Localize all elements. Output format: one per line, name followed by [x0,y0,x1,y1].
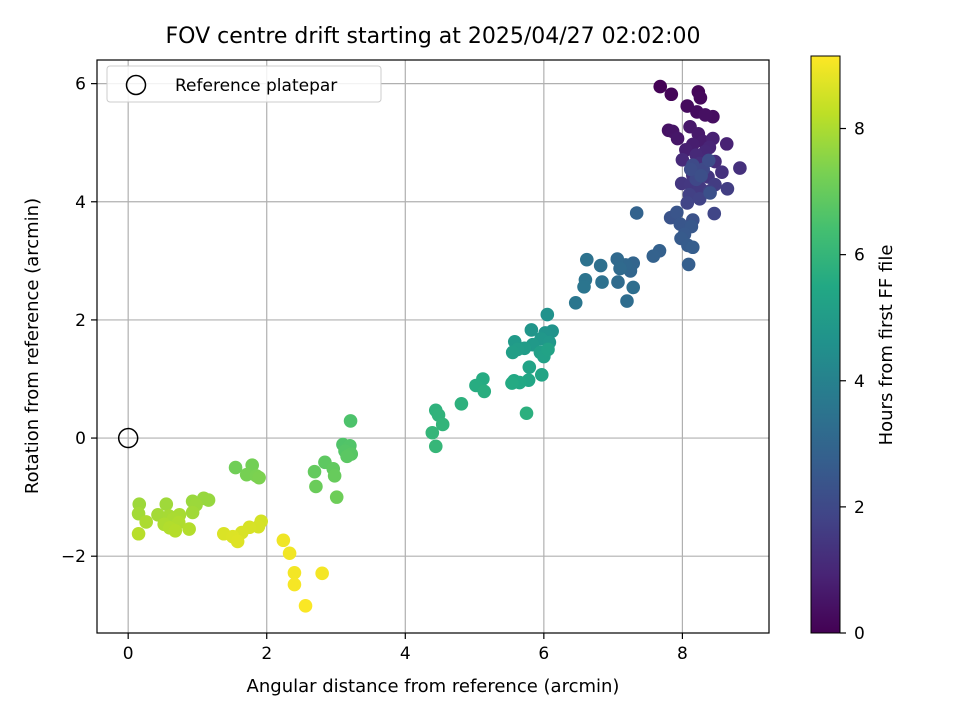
data-point [693,91,708,105]
x-tick-label: 6 [538,644,549,664]
data-point [694,168,708,183]
x-tick-label: 4 [400,644,411,664]
data-point [185,505,200,520]
data-point [168,524,183,538]
data-point [670,131,685,146]
colorbar-tick-label: 6 [854,246,865,266]
y-tick-label: 4 [75,193,86,213]
data-point [680,196,695,210]
y-tick-label: 0 [75,429,86,449]
data-point [541,342,555,357]
legend-box [106,65,382,103]
data-point [579,252,594,267]
data-point [287,565,302,580]
data-point [715,165,729,180]
data-point [719,137,734,151]
data-point [159,497,174,512]
y-axis-label: Rotation from reference (arcmin) [22,198,43,494]
data-point [425,425,440,440]
data-point [685,240,700,255]
legend: Reference platepar [106,65,382,103]
colorbar-tick-label: 2 [854,498,865,518]
reference-point [117,427,139,449]
x-tick-label: 2 [261,644,272,664]
data-point [683,162,698,177]
data-point [577,280,591,294]
x-tick-label: 0 [123,644,134,664]
x-tick-label: 8 [677,644,688,664]
data-point [139,515,153,529]
colorbar: 0 2 4 6 8 Hours from first FF file [810,55,897,644]
grid-lines [97,60,769,633]
colorbar-tick-label: 8 [854,120,865,140]
data-point [701,153,716,168]
data-point [653,79,668,94]
data-point [626,280,641,295]
data-point [519,406,534,421]
data-point [287,577,302,592]
legend-label: Reference platepar [175,76,337,96]
data-point [629,206,644,220]
data-point [340,449,354,464]
colorbar-tick-label: 0 [854,624,865,644]
data-point [595,275,609,289]
reference-marker [117,427,139,449]
data-point [707,206,722,221]
data-point [593,258,608,273]
data-point [435,417,450,432]
x-axis-ticks: 0 2 4 6 8 [123,633,688,664]
data-point [720,181,735,196]
data-point [534,368,549,382]
data-point [613,261,627,276]
colorbar-scale [810,55,841,634]
data-point [664,87,679,102]
data-points [131,79,747,613]
data-point [698,108,713,122]
y-tick-label: 2 [75,311,86,331]
data-point [703,186,717,200]
data-point [298,599,313,613]
data-point [692,192,707,206]
data-point [681,257,696,272]
data-point [327,469,342,483]
data-point [670,205,684,220]
data-point [309,479,323,494]
data-point [228,460,243,475]
data-point [611,275,625,289]
data-point [307,464,322,479]
data-point [252,470,266,485]
chart-title: FOV centre drift starting at 2025/04/27 … [166,24,701,49]
data-point [454,397,469,411]
data-point [733,161,747,175]
plot-frame [96,59,770,634]
data-point [329,490,344,504]
data-point [428,439,443,454]
data-point [276,533,291,548]
y-axis-ticks: −2 0 2 4 6 [61,75,97,567]
data-point [282,546,297,561]
legend-marker-icon [125,74,147,96]
colorbar-ticks: 0 2 4 6 8 [840,120,865,644]
data-point [646,249,661,263]
data-point [620,294,634,308]
y-tick-label: 6 [75,75,86,95]
data-point [522,360,537,374]
x-axis-label: Angular distance from reference (arcmin) [247,676,620,697]
data-point [568,295,583,310]
data-point [182,522,196,536]
data-point [315,566,329,581]
data-point [524,323,539,337]
data-point [477,384,492,399]
data-point [230,534,245,549]
data-point [505,376,519,390]
data-point [540,307,555,322]
y-tick-label: −2 [61,547,86,567]
data-point [505,345,520,360]
data-point [675,153,690,167]
colorbar-tick-label: 4 [854,372,865,392]
data-point [131,526,146,541]
colorbar-label: Hours from first FF file [876,245,897,446]
data-point [343,414,358,428]
